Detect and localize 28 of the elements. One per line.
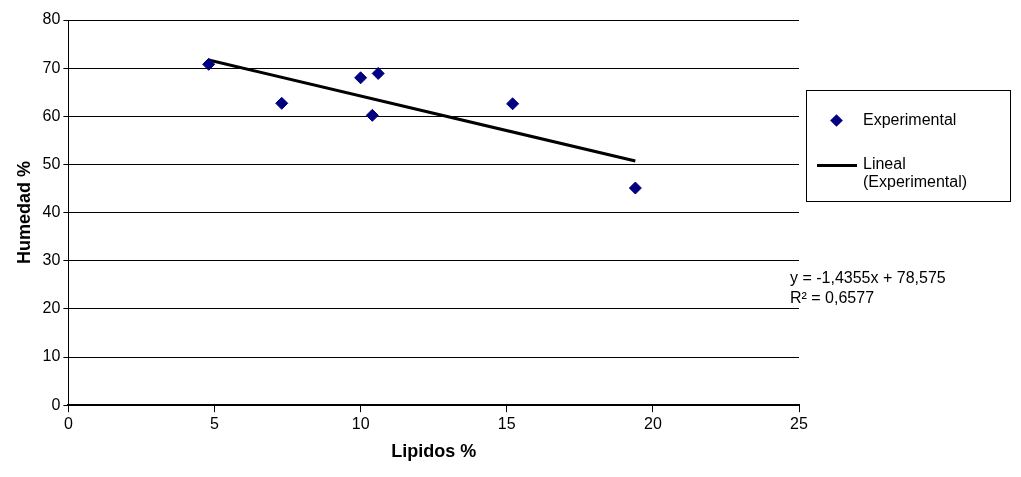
y-tick-label: 40 (42, 203, 61, 221)
legend-label: Lineal (Experimental) (863, 155, 969, 191)
point (354, 71, 368, 85)
x-axis-title: Lipidos % (391, 441, 477, 462)
x-tick-label: 15 (497, 415, 516, 433)
point (628, 181, 642, 195)
y-tick-label: 60 (42, 106, 61, 124)
y-axis-title: Humedad % (13, 161, 34, 265)
point (371, 66, 385, 80)
y-tick-label: 20 (42, 299, 61, 317)
x-tick-label: 20 (643, 415, 662, 433)
y-tick-label: 50 (42, 154, 61, 172)
annotation: y = -1,4355x + 78,575 (790, 268, 946, 288)
point (365, 108, 379, 122)
y-tick-label: 80 (42, 10, 61, 28)
point (506, 97, 520, 111)
x-tick-label: 10 (351, 415, 370, 433)
legend-label: Experimental (863, 111, 958, 129)
annotation: R² = 0,6577 (790, 288, 876, 308)
y-tick-label: 70 (42, 58, 61, 76)
x-tick-label: 0 (63, 415, 73, 433)
point (202, 57, 216, 71)
y-tick-label: 30 (42, 251, 61, 269)
x-tick-label: 25 (790, 415, 808, 433)
y-tick-label: 0 (51, 395, 61, 413)
point (275, 96, 289, 110)
x-tick-label: 5 (210, 415, 220, 433)
y-tick-label: 10 (42, 347, 61, 365)
